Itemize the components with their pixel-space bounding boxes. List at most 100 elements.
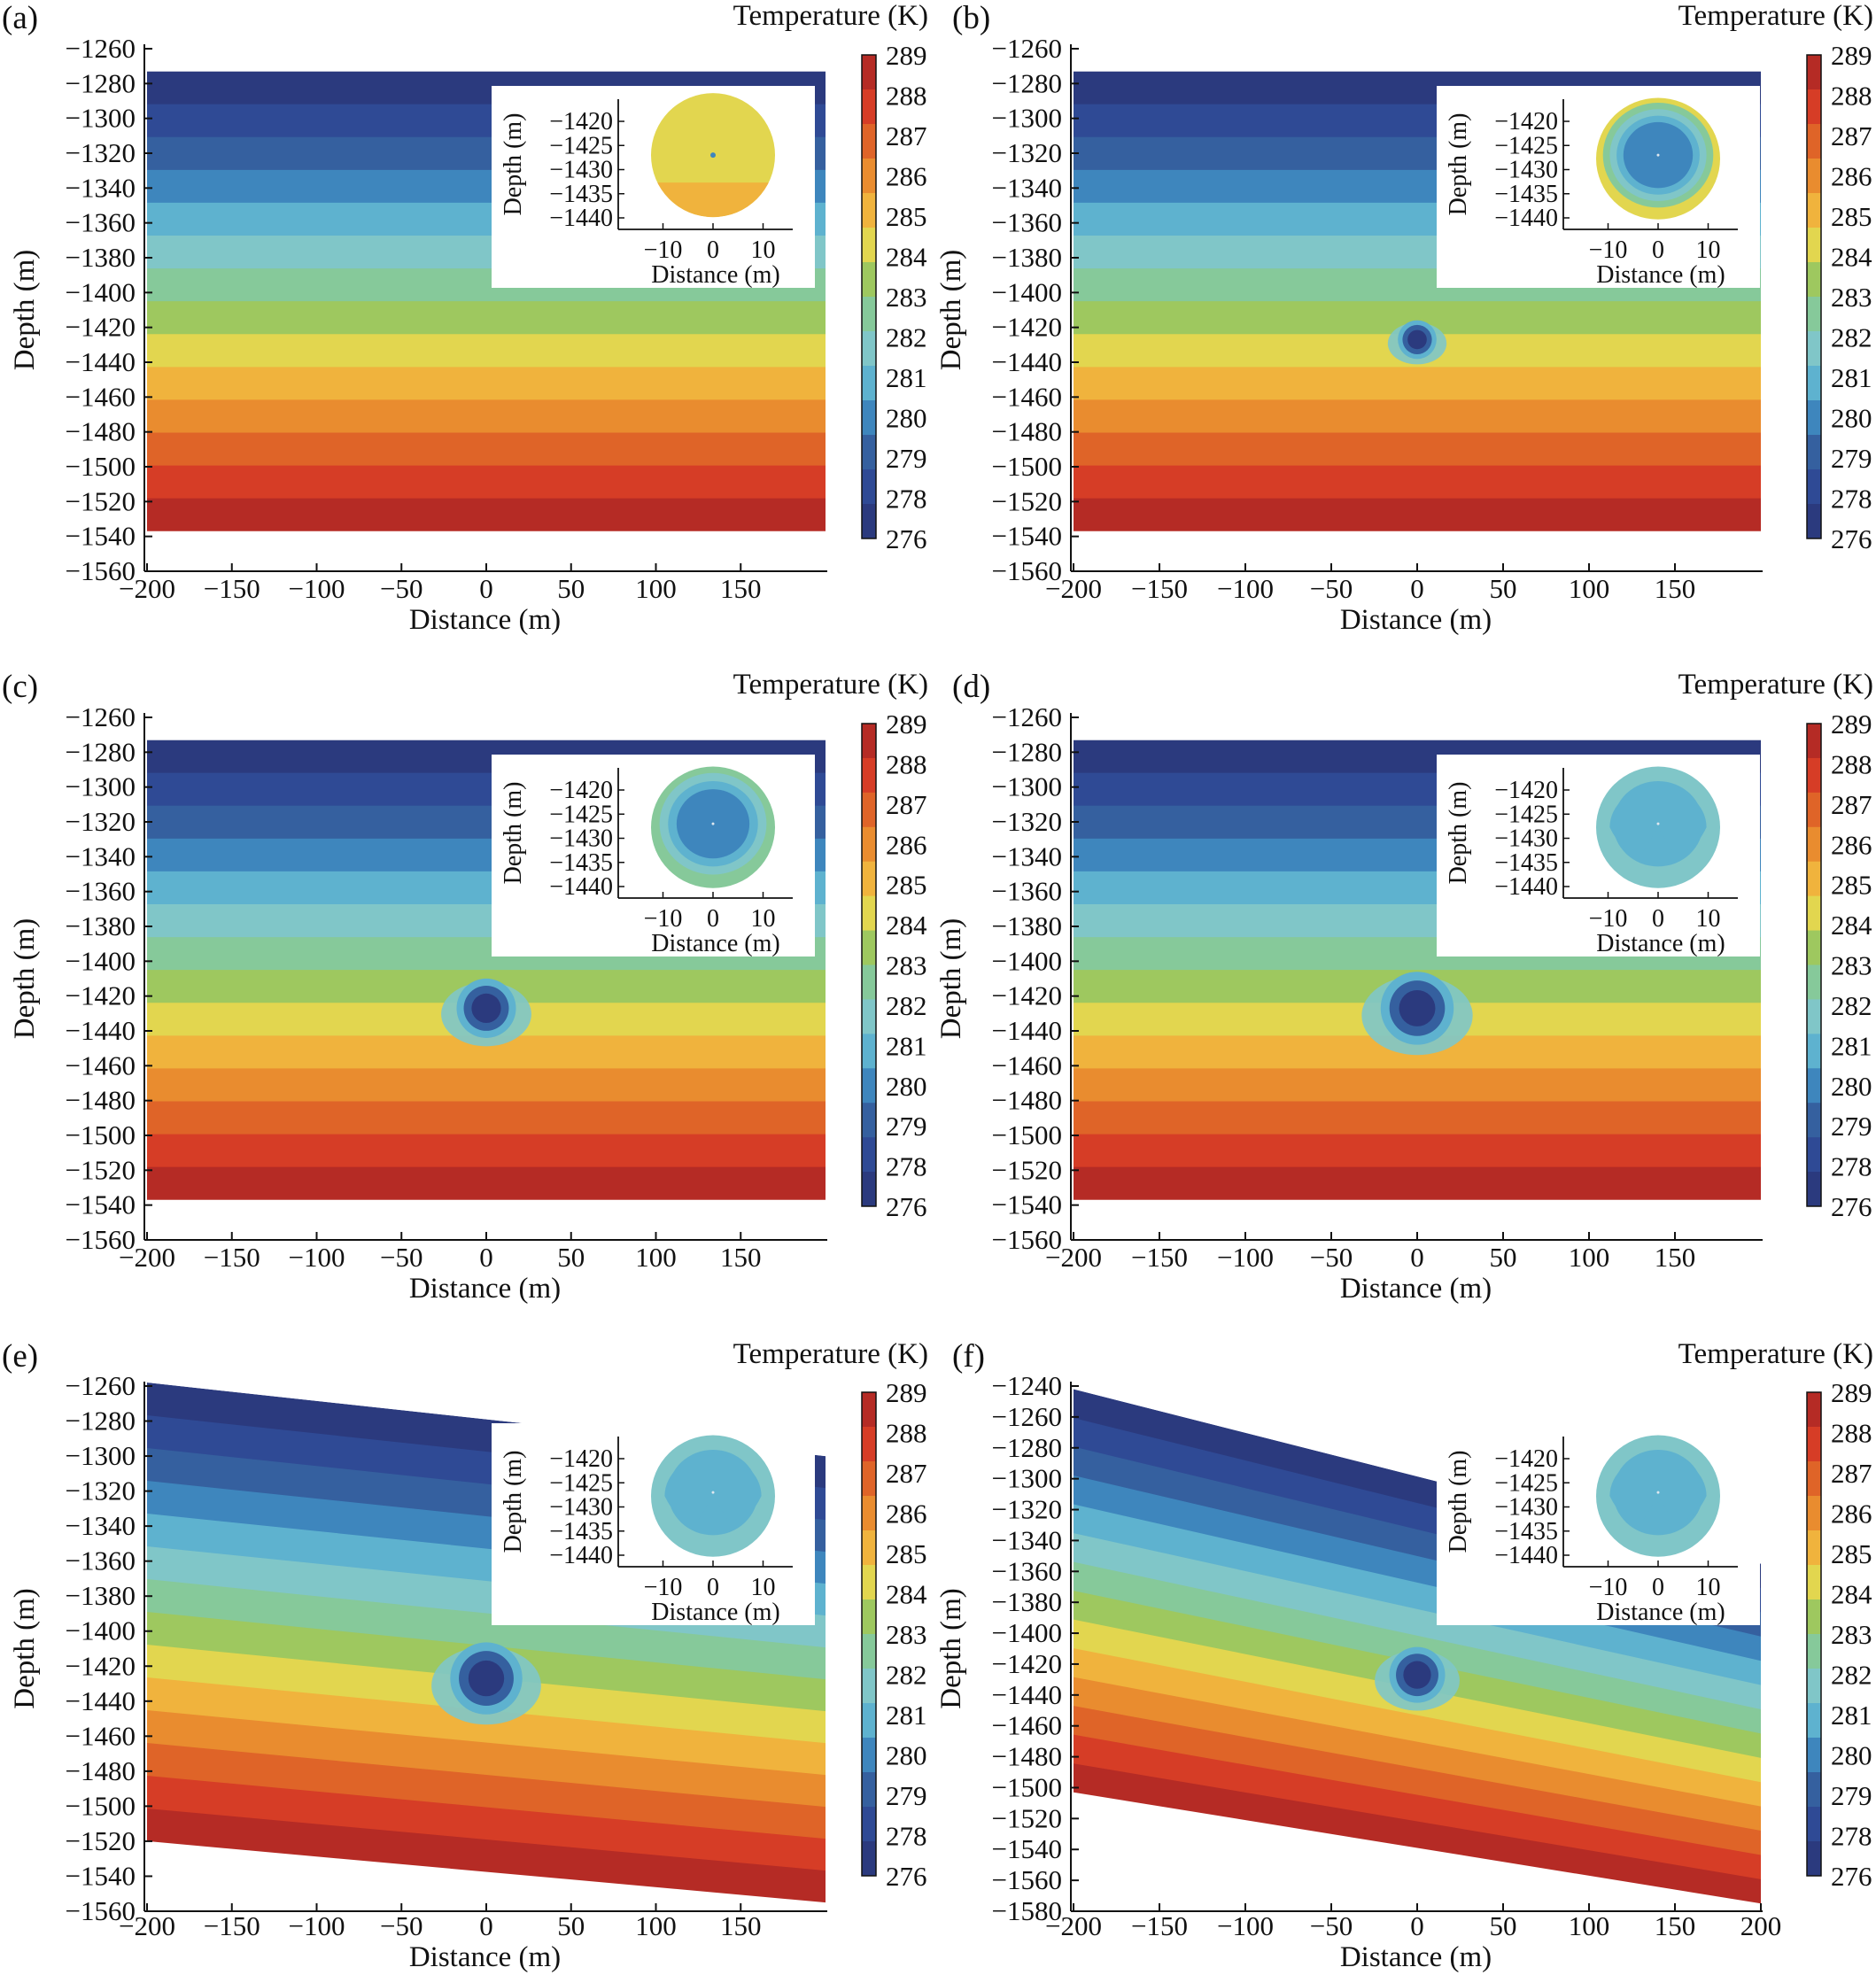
x-tick-label: 100 — [1569, 1910, 1610, 1941]
colorbar-tick-label: 276 — [886, 1191, 927, 1222]
y-tick-label: −1540 — [992, 521, 1062, 552]
colorbar-tick-label: 286 — [1831, 1499, 1872, 1530]
y-tick-label: −1380 — [992, 1586, 1062, 1617]
y-tick-label: −1420 — [66, 1650, 136, 1681]
colorbar-tick-label: 282 — [1831, 990, 1872, 1021]
y-tick-label: −1240 — [992, 1370, 1062, 1401]
colorbar-title: Temperature (K) — [733, 1338, 928, 1370]
temperature-band — [1074, 1134, 1761, 1168]
x-tick-label: 200 — [1740, 1910, 1782, 1941]
inset-y-tick-label: −1440 — [1494, 873, 1558, 901]
x-tick-label: −200 — [119, 1910, 175, 1941]
temperature-band — [1074, 1677, 1761, 1832]
x-axis-label: Distance (m) — [409, 1941, 561, 1973]
colorbar-swatch — [862, 826, 876, 863]
y-tick-label: −1500 — [992, 1771, 1062, 1802]
x-tick-label: −100 — [1217, 1910, 1274, 1941]
colorbar-swatch — [1807, 1807, 1821, 1842]
y-tick-label: −1540 — [66, 1860, 136, 1891]
y-tick-label: −1500 — [66, 1119, 136, 1150]
colorbar-tick-label: 278 — [1831, 1151, 1872, 1182]
colorbar-tick-label: 282 — [1831, 1660, 1872, 1691]
inset-y-axis-label: Depth (m) — [1445, 782, 1472, 885]
colorbar-swatch — [862, 999, 876, 1034]
y-tick-label: −1260 — [66, 1370, 136, 1401]
panel-label: (a) — [2, 0, 38, 36]
inset-x-tick-label: 10 — [751, 1574, 776, 1601]
y-tick-label: −1280 — [992, 1432, 1062, 1463]
inset-core — [711, 822, 715, 825]
panel-f: (f)−1240−1260−1280−1300−1320−1340−1360−1… — [935, 1338, 1873, 1973]
colorbar-tick-label: 276 — [1831, 1191, 1872, 1222]
colorbar-frame — [1806, 1391, 1822, 1877]
x-tick-label: 50 — [557, 573, 585, 604]
colorbar-swatch — [862, 262, 876, 298]
inset-y-tick-label: −1440 — [549, 873, 613, 901]
y-tick-label: −1260 — [992, 33, 1062, 64]
colorbar-swatch — [862, 895, 876, 932]
inset-x-axis-label: Distance (m) — [651, 930, 779, 957]
inset: −1420−1425−1430−1435−1440 −10 0 10Distance … — [1437, 1423, 1760, 1626]
inset-y-axis-label: Depth (m) — [500, 782, 527, 885]
inset-y-tick-label: −1425 — [1494, 1469, 1558, 1497]
y-axis-label: Depth (m) — [9, 1588, 41, 1709]
colorbar-swatch — [862, 89, 876, 125]
colorbar-tick-label: 276 — [1831, 1861, 1872, 1892]
y-tick-label: −1500 — [992, 1119, 1062, 1150]
x-tick-label: −100 — [1217, 573, 1274, 604]
y-tick-label: −1400 — [992, 945, 1062, 976]
y-tick-label: −1300 — [992, 771, 1062, 802]
colorbar-tick-label: 281 — [1831, 1700, 1872, 1731]
colorbar-swatch — [862, 400, 876, 436]
y-tick-label: −1280 — [66, 736, 136, 767]
inset-x-axis-label: Distance (m) — [1596, 261, 1725, 289]
inset-y-tick-label: −1435 — [1494, 1518, 1558, 1545]
y-tick-label: −1580 — [992, 1895, 1062, 1926]
colorbar-swatch — [1807, 1068, 1821, 1104]
inset-y-tick-label: −1420 — [1494, 1445, 1558, 1473]
colorbar-tick-label: 281 — [886, 1030, 927, 1061]
x-tick-label: 100 — [635, 1910, 677, 1941]
y-tick-label: −1320 — [992, 1494, 1062, 1525]
y-tick-label: −1420 — [992, 312, 1062, 343]
colorbar-tick-label: 287 — [1831, 120, 1872, 151]
colorbar-tick-label: 288 — [1831, 81, 1872, 112]
colorbar-swatch — [1807, 1461, 1821, 1497]
inset-x-axis-label: Distance (m) — [1596, 930, 1725, 957]
colorbar-swatch — [1807, 366, 1821, 401]
temperature-band — [1074, 1101, 1761, 1135]
y-tick-label: −1360 — [992, 876, 1062, 907]
colorbar-tick-label: 276 — [1831, 523, 1872, 554]
y-tick-label: −1440 — [992, 346, 1062, 377]
y-tick-label: −1520 — [992, 485, 1062, 516]
colorbar-tick-label: 289 — [1831, 1377, 1872, 1408]
inset-hydrate-disc — [1596, 1435, 1720, 1557]
temperature-band — [147, 1101, 826, 1135]
colorbar-tick-label: 287 — [1831, 789, 1872, 820]
inset-x-axis-label: Distance (m) — [651, 261, 779, 289]
colorbar-tick-label: 282 — [886, 990, 927, 1021]
inset-y-tick-label: −1440 — [1494, 1542, 1558, 1569]
x-axis-label: Distance (m) — [409, 604, 561, 636]
colorbar-tick-label: 284 — [1831, 1579, 1872, 1610]
inset-y-tick-label: −1430 — [549, 825, 613, 853]
colorbar-tick-label: 278 — [1831, 1821, 1872, 1852]
colorbar-swatch — [1807, 400, 1821, 436]
colorbar-tick-label: 280 — [1831, 403, 1872, 434]
x-tick-label: 150 — [1655, 1242, 1696, 1273]
y-axis-label: Depth (m) — [935, 1588, 967, 1709]
y-tick-label: −1420 — [992, 1648, 1062, 1679]
panel-b: (b)−1260−1280−1300−1320−1340−1360−1380−1… — [935, 0, 1873, 636]
panel-label: (b) — [952, 0, 990, 36]
colorbar-swatch — [862, 1137, 876, 1173]
colorbar-tick-label: 284 — [886, 910, 927, 941]
y-tick-label: −1380 — [992, 242, 1062, 273]
colorbar: Temperature (K) 289 288 287 286 285 284 283 282 2… — [733, 669, 928, 1222]
temperature-band — [147, 465, 826, 500]
colorbar-swatch — [862, 1496, 876, 1531]
inset-y-tick-label: −1435 — [549, 849, 613, 877]
colorbar-tick-label: 286 — [886, 829, 927, 860]
colorbar-frame — [861, 1391, 877, 1877]
colorbar-tick-label: 283 — [886, 1619, 927, 1650]
temperature-band — [147, 1166, 826, 1200]
